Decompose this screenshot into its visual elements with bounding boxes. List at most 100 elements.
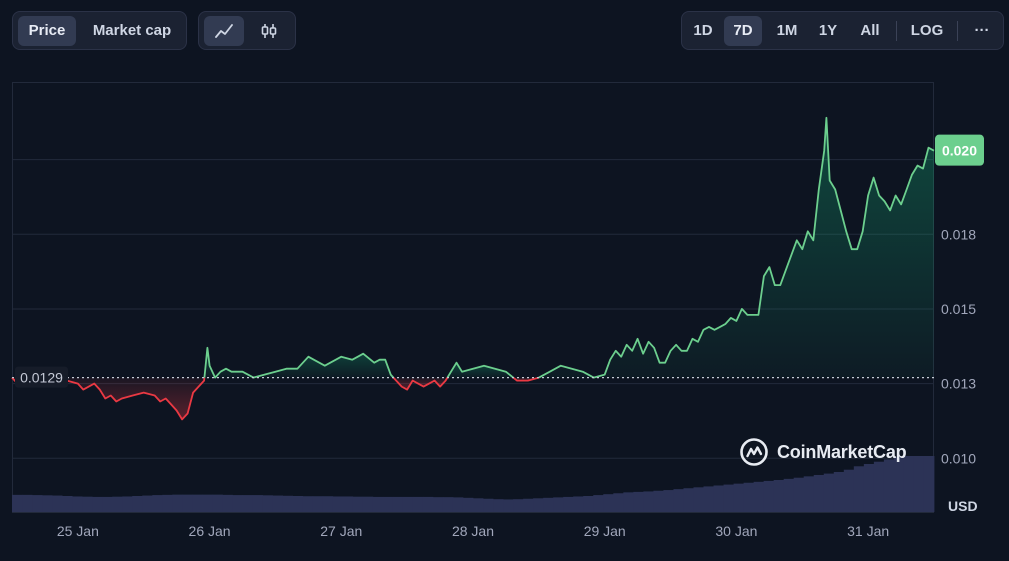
volume-bar — [452, 497, 464, 512]
range-tabs: 1D 7D 1M 1Y All LOG ··· — [681, 11, 1004, 50]
volume-bar — [833, 472, 845, 512]
volume-bar — [222, 494, 233, 512]
volume-bar — [192, 494, 203, 512]
volume-bar — [793, 477, 805, 512]
volume-bar — [493, 499, 504, 512]
x-tick-label: 29 Jan — [584, 523, 626, 539]
volume-bar — [523, 498, 534, 512]
volume-bar — [583, 496, 594, 512]
volume-bar — [152, 495, 163, 512]
range-divider — [896, 21, 897, 41]
volume-bar — [803, 476, 815, 512]
volume-bar — [843, 469, 855, 512]
volume-bar — [703, 486, 714, 512]
volume-bar — [182, 494, 193, 512]
volume-bar — [412, 496, 424, 512]
volume-bar — [42, 495, 53, 512]
volume-bar — [723, 484, 734, 512]
range-1d[interactable]: 1D — [693, 22, 713, 39]
volume-bar — [72, 496, 83, 512]
volume-bar — [112, 496, 123, 512]
volume-bar — [442, 497, 454, 512]
range-all[interactable]: All — [860, 22, 880, 39]
volume-bar — [593, 495, 604, 512]
volume-bar — [483, 498, 494, 512]
volume-bar — [312, 496, 324, 512]
volume-bar — [903, 456, 915, 512]
volume-bar — [563, 496, 574, 512]
volume-bar — [713, 485, 724, 512]
area-above-baseline — [538, 117, 934, 378]
volume-bar — [172, 494, 183, 512]
log-toggle[interactable]: LOG — [910, 22, 944, 39]
volume-bar — [663, 490, 674, 512]
volume-bar — [513, 499, 524, 512]
x-tick-label: 30 Jan — [715, 523, 757, 539]
current-price-label: 0.020 — [942, 143, 977, 159]
volume-bar — [543, 497, 554, 512]
volume-bar — [853, 466, 865, 512]
x-tick-label: 28 Jan — [452, 523, 494, 539]
volume-bar — [162, 494, 173, 512]
volume-bar — [863, 464, 875, 512]
price-line-up — [446, 361, 514, 379]
volume-bar — [242, 495, 253, 512]
volume-bar — [783, 478, 795, 512]
volume-bar — [653, 490, 664, 512]
volume-bar — [132, 496, 143, 512]
range-7d[interactable]: 7D — [724, 16, 762, 46]
volume-bar — [573, 496, 584, 512]
volume-bar — [913, 456, 925, 512]
volume-bar — [603, 494, 614, 512]
current-price-badge — [935, 134, 984, 166]
y-tick-label: 0.010 — [941, 450, 976, 466]
area-above-baseline — [447, 362, 514, 378]
coinmarketcap-watermark: CoinMarketCap — [739, 436, 907, 468]
volume-bar — [883, 459, 895, 512]
volume-bar — [873, 461, 885, 512]
volume-bar — [432, 497, 444, 512]
volume-bar — [643, 491, 654, 512]
volume-bar — [553, 497, 564, 512]
volume-bar — [82, 496, 93, 512]
line-chart-icon — [215, 24, 233, 38]
volume-bar — [272, 495, 283, 512]
volume-bar — [813, 474, 825, 512]
volume-bar — [302, 496, 314, 512]
price-line-up — [538, 116, 935, 379]
currency-label: USD — [948, 498, 978, 514]
volume-bar — [773, 480, 785, 512]
volume-bar — [473, 498, 484, 512]
volume-bar — [32, 495, 43, 512]
candlestick-icon — [261, 24, 277, 38]
volume-bar — [262, 495, 273, 512]
price-line-up — [203, 346, 395, 379]
range-1y[interactable]: 1Y — [818, 22, 838, 39]
line-chart-button[interactable] — [204, 16, 244, 46]
volume-bar — [342, 496, 354, 512]
volume-bar — [22, 494, 33, 512]
volume-bar — [823, 473, 835, 512]
volume-bar — [252, 495, 263, 512]
baseline-label: 0.0129 — [20, 370, 63, 386]
volume-bar — [332, 496, 344, 512]
tab-price[interactable]: Price — [18, 16, 76, 46]
volume-bar — [92, 496, 103, 512]
volume-bar — [142, 495, 153, 512]
more-options-button[interactable]: ··· — [974, 22, 990, 39]
tab-market-cap[interactable]: Market cap — [92, 22, 172, 39]
area-below-baseline — [393, 377, 448, 390]
volume-bar — [763, 480, 775, 512]
volume-bar — [633, 491, 644, 512]
volume-bar — [322, 496, 334, 512]
range-1m[interactable]: 1M — [776, 22, 798, 39]
chart-type-toggle — [198, 11, 296, 50]
x-tick-label: 25 Jan — [57, 523, 99, 539]
watermark-text: CoinMarketCap — [777, 441, 907, 462]
candlestick-button[interactable] — [249, 16, 289, 46]
volume-bar — [392, 496, 404, 512]
volume-bar — [503, 499, 514, 512]
y-tick-label: 0.013 — [941, 376, 976, 392]
volume-bar — [102, 496, 113, 512]
